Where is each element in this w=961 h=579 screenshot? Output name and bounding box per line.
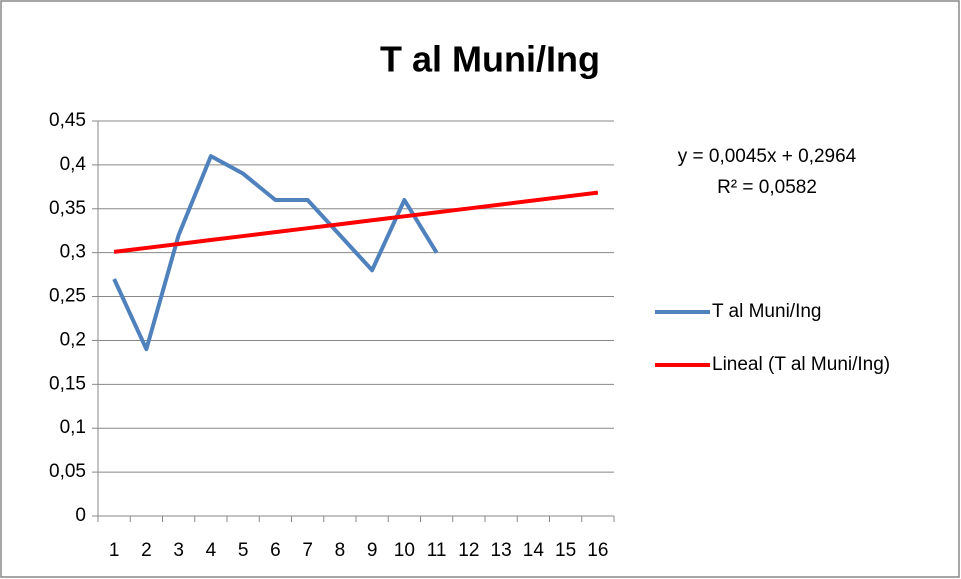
y-tick-label: 0,45 [49, 110, 86, 131]
y-tick-label: 0,1 [60, 417, 86, 438]
y-tick-label: 0,05 [49, 461, 86, 482]
x-tick-label: 11 [427, 540, 447, 561]
series-line [112, 154, 439, 352]
x-tick-label: 1 [109, 540, 120, 561]
y-tick-label: 0 [75, 505, 86, 526]
y-tick-label: 0,2 [60, 329, 86, 350]
x-tick-label: 7 [302, 540, 313, 561]
y-tick-label: 0,25 [49, 286, 86, 307]
x-tick-label: 13 [491, 540, 512, 561]
chart-title: T al Muni/Ing [380, 39, 600, 80]
x-tick-label: 5 [238, 540, 249, 561]
trend-r-squared: R² = 0,0582 [717, 177, 817, 198]
x-tick-label: 10 [394, 540, 415, 561]
y-tick-label: 0,35 [49, 198, 86, 219]
x-tick-label: 3 [173, 540, 184, 561]
y-tick-label: 0,15 [49, 373, 86, 394]
x-tick-label: 15 [555, 540, 576, 561]
x-tick-label: 9 [367, 540, 378, 561]
legend-label: T al Muni/Ing [712, 301, 821, 322]
x-tick-label: 4 [206, 540, 217, 561]
legend-label: Lineal (T al Muni/Ing) [712, 354, 890, 375]
trend-equation: y = 0,0045x + 0,2964 [678, 146, 857, 167]
x-tick-label: 12 [458, 540, 479, 561]
x-tick-label: 8 [335, 540, 346, 561]
series-line [113, 190, 599, 254]
y-tick-label: 0,4 [60, 154, 87, 175]
y-tick-label: 0,3 [60, 242, 86, 263]
x-tick-label: 16 [587, 540, 608, 561]
x-tick-label: 6 [270, 540, 281, 561]
x-tick-label: 14 [523, 540, 545, 561]
x-tick-label: 2 [141, 540, 152, 561]
